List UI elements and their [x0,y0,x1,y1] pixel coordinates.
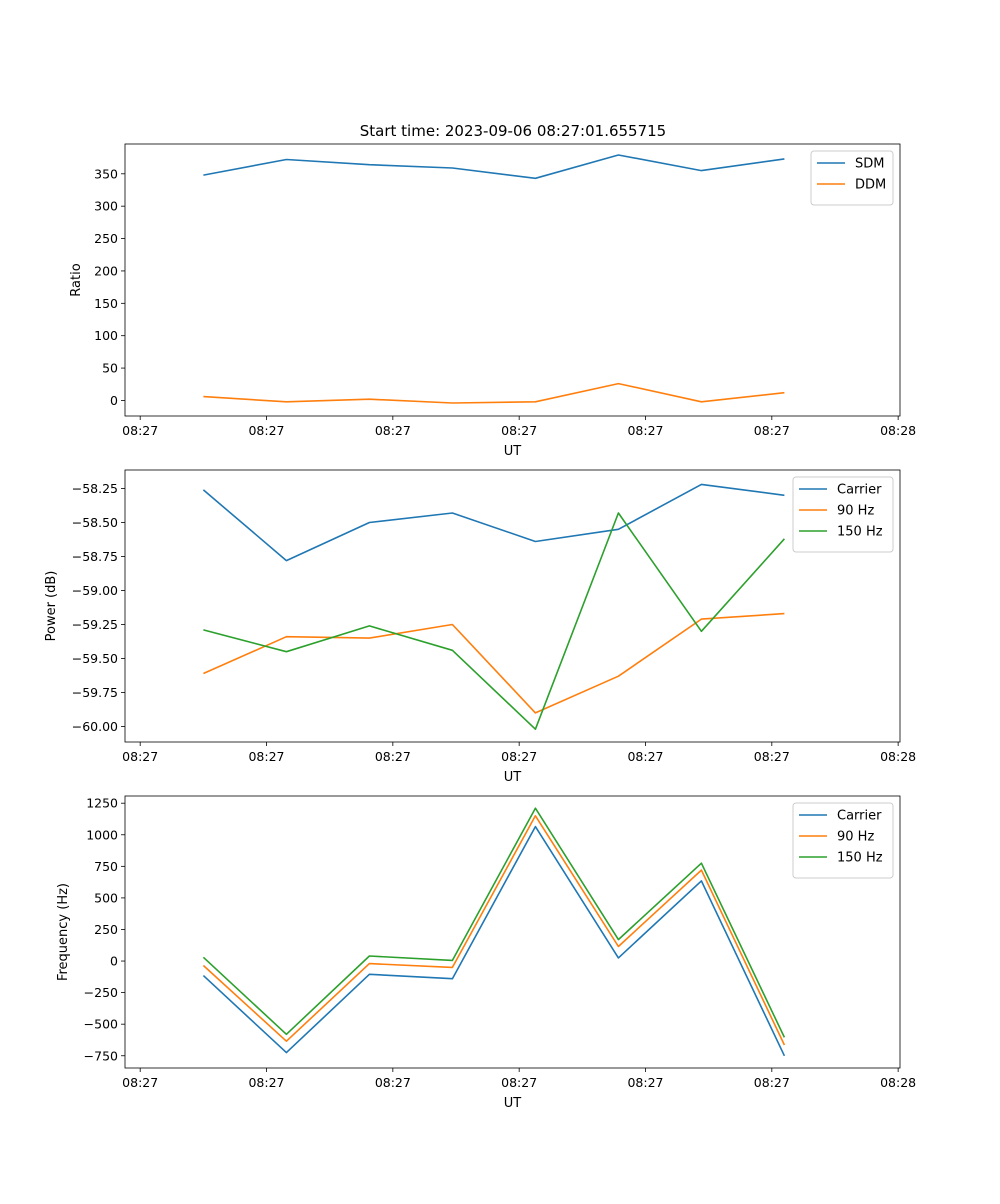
y-tick-label: 150 [94,296,118,311]
y-tick-label: 50 [102,361,118,376]
axes-frame [124,143,901,417]
legend-label: SDM [855,157,884,172]
y-axis-label: Power (dB) [44,571,59,642]
y-axis-label: Ratio [69,263,84,296]
legend-label: 90 Hz [837,504,874,519]
x-tick-label: 08:27 [501,1075,537,1090]
chart-panel-2: −60.00 −59.75 −59.50 −59.25 −59.00 −58.75 −58.… [44,469,916,785]
legend: Carrier 90 Hz 150 Hz [792,802,894,879]
x-tick-label: 08:27 [627,1075,663,1090]
series-line-carrier [202,483,785,562]
legend-label: DDM [855,178,886,193]
y-tick-label: 350 [94,166,118,181]
x-tick-label: 08:27 [501,749,537,764]
y-tick-label: −58.50 [72,515,118,530]
x-tick-label: 08:27 [375,1075,411,1090]
y-tick-label: 250 [94,231,118,246]
y-tick-label: −60.00 [72,719,118,734]
y-tick-label: −59.25 [72,617,118,632]
x-tick-label: 08:28 [880,1075,916,1090]
x-tick-label: 08:28 [880,423,916,438]
x-tick-label: 08:27 [248,749,284,764]
y-tick-label: 1250 [86,796,118,811]
x-tick-label: 08:27 [627,423,663,438]
series-line-sdm [203,154,785,180]
y-tick-label: 750 [94,859,118,874]
legend-box [792,476,894,553]
y-tick-label: 0 [110,954,118,969]
legend-label: Carrier [837,483,882,498]
legend: Carrier 90 Hz 150 Hz [792,476,894,553]
x-tick-label: 08:27 [501,423,537,438]
series-line-150-hz [202,807,786,1038]
series-line-150-hz [203,512,785,731]
legend-label: 150 Hz [837,851,883,866]
x-tick-label: 08:28 [880,749,916,764]
x-tick-label: 08:27 [122,749,158,764]
chart-panel-3: −750 −500 −250 0 250 500 750 1000 1250 08:27 08:27… [56,795,916,1111]
y-tick-label: −500 [84,1017,118,1032]
axes-frame [124,469,901,743]
y-tick-label: −59.75 [72,685,118,700]
x-axis-label: UT [504,444,522,459]
x-tick-label: 08:27 [248,1075,284,1090]
chart-title: Start time: 2023-09-06 08:27:01.655715 [360,122,666,140]
y-tick-label: −750 [84,1048,118,1063]
x-tick-label: 08:27 [754,423,790,438]
axes-frame [124,795,901,1069]
y-tick-label: −59.50 [72,651,118,666]
x-tick-label: 08:27 [122,1075,158,1090]
x-tick-label: 08:27 [754,1075,790,1090]
y-tick-label: 200 [94,263,118,278]
x-tick-label: 08:27 [122,423,158,438]
series-line-90-hz [203,612,785,714]
y-tick-label: 250 [94,922,118,937]
y-tick-label: 500 [94,890,118,905]
chart-panel-1: 0 50 100 150 200 250 300 350 08:27 08:27 08:27 08:2… [69,143,916,459]
legend-box [810,150,894,206]
series-line-90-hz [202,814,786,1046]
series-line-ddm [203,382,785,404]
legend-label: 150 Hz [837,525,883,540]
x-tick-label: 08:27 [627,749,663,764]
y-tick-label: −250 [84,985,118,1000]
y-tick-label: −58.25 [72,481,118,496]
legend-box [792,802,894,879]
legend: SDM DDM [810,150,894,206]
series-line-carrier [202,825,786,1057]
y-tick-label: 100 [94,328,118,343]
y-tick-label: 0 [110,393,118,408]
x-tick-label: 08:27 [375,749,411,764]
x-axis-label: UT [504,1096,522,1111]
y-tick-label: 300 [94,199,118,214]
y-tick-label: 1000 [86,827,118,842]
x-tick-label: 08:27 [375,423,411,438]
legend-label: Carrier [837,809,882,824]
y-tick-label: −58.75 [72,549,118,564]
y-axis-label: Frequency (Hz) [56,883,71,981]
x-tick-label: 08:27 [754,749,790,764]
y-tick-label: −59.00 [72,583,118,598]
x-axis-label: UT [504,770,522,785]
legend-label: 90 Hz [837,830,874,845]
x-tick-label: 08:27 [248,423,284,438]
